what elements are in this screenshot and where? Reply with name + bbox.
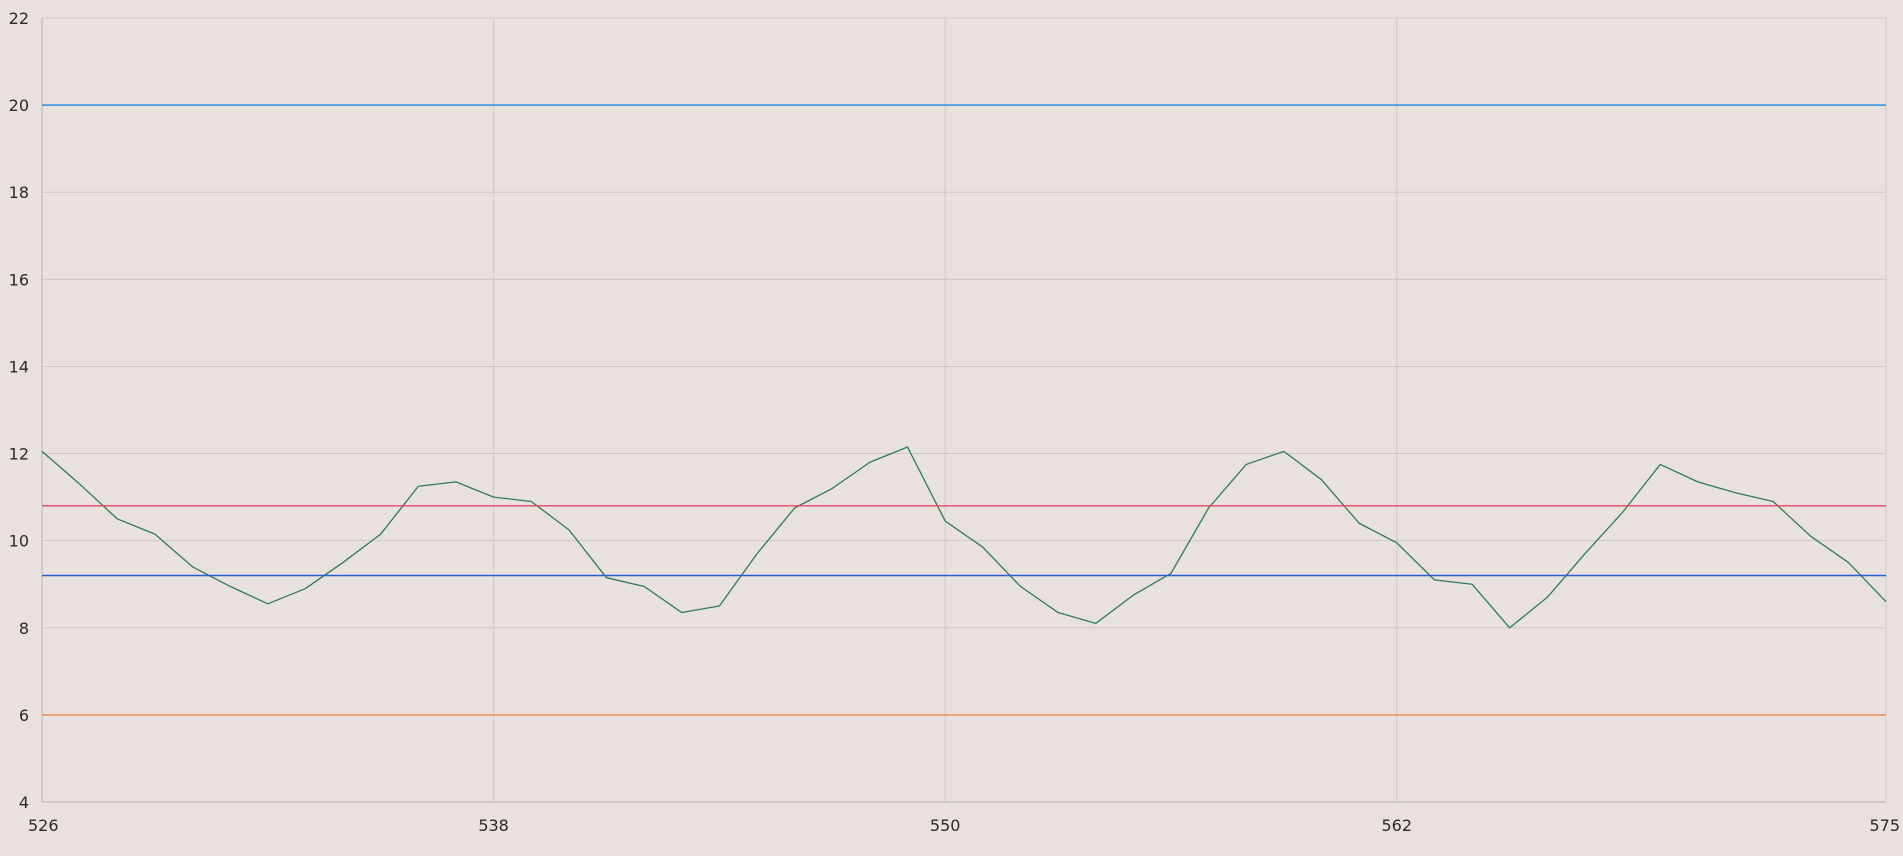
x-tick-label: 538	[478, 816, 509, 835]
y-tick-label: 6	[19, 706, 29, 725]
tick-labels: 4 6 8 10 12 14 16 18 20 22 526 538 550 562 575	[9, 9, 1900, 835]
y-tick-label: 14	[9, 357, 29, 376]
signal-line	[41, 446, 1887, 629]
y-tick-label: 8	[19, 619, 29, 638]
y-tick-label: 20	[9, 96, 29, 115]
y-tick-label: 4	[19, 793, 29, 812]
x-tick-label: 575	[1869, 816, 1900, 835]
grid	[41, 17, 1887, 803]
x-tick-label: 526	[28, 816, 59, 835]
x-tick-label: 550	[930, 816, 961, 835]
y-tick-label: 22	[9, 9, 29, 28]
y-tick-label: 10	[9, 532, 29, 551]
y-tick-label: 12	[9, 445, 29, 464]
x-tick-label: 562	[1382, 816, 1413, 835]
y-tick-label: 16	[9, 270, 29, 289]
series-group	[41, 104, 1887, 716]
y-tick-label: 18	[9, 183, 29, 202]
